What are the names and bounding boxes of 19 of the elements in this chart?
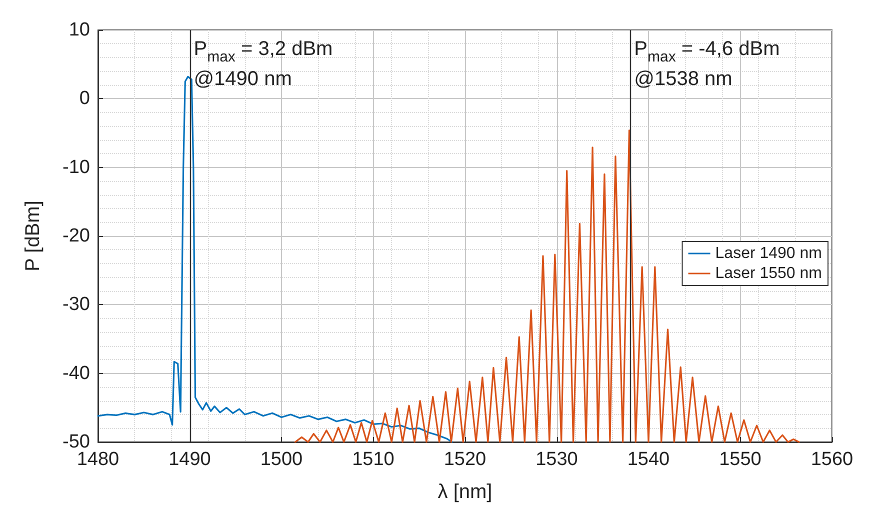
y-tick-label: -30 (62, 294, 90, 316)
y-tick-label: -20 (62, 226, 90, 246)
y-tick-label: -10 (62, 156, 90, 178)
legend-label: Laser 1550 nm (715, 265, 822, 282)
y-tick-label: 10 (68, 20, 90, 40)
x-tick-label: 1520 (444, 449, 486, 470)
x-tick-label: 1530 (536, 449, 578, 470)
x-tick-label: 1510 (352, 449, 394, 470)
y-axis-title: P [dBm] (22, 200, 44, 272)
legend-label: Laser 1490 nm (715, 245, 822, 262)
x-tick-label: 1560 (810, 449, 854, 470)
line-series (294, 129, 800, 443)
x-tick-label: 1540 (627, 449, 670, 470)
x-tick-label: 1490 (168, 449, 211, 470)
y-tick-label: 0 (79, 88, 90, 110)
x-tick-label: 1550 (719, 449, 762, 470)
x-axis-title: λ [nm] (438, 481, 492, 503)
x-tick-label: 1500 (260, 449, 303, 470)
y-tick-label: -40 (62, 362, 90, 384)
